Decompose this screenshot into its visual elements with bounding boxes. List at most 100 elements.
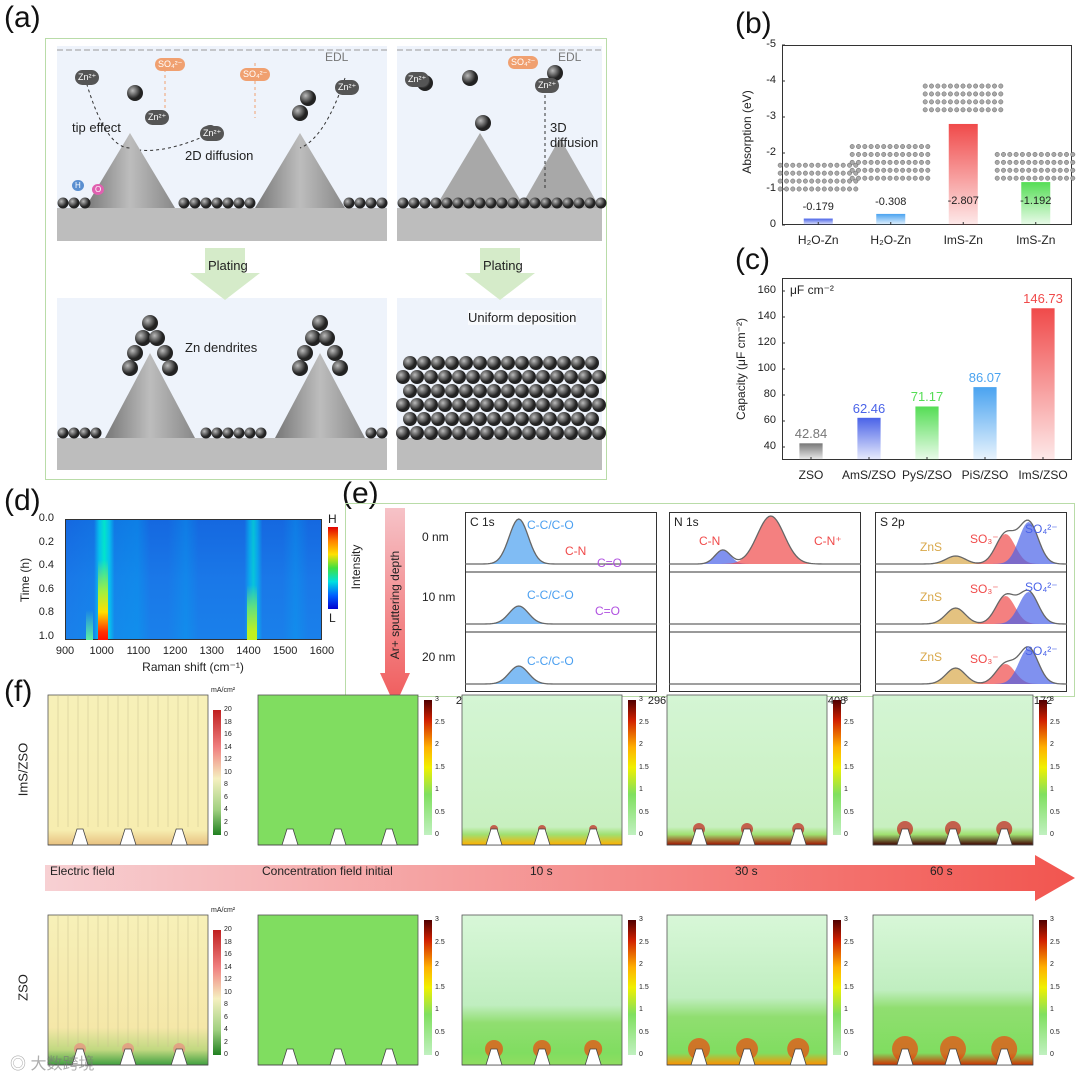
zinc-atom bbox=[485, 197, 497, 209]
zinc-atom bbox=[578, 426, 592, 440]
slab-atom bbox=[840, 170, 846, 176]
zinc-atom bbox=[557, 384, 571, 398]
slab-atom bbox=[900, 144, 906, 149]
slab-atom bbox=[881, 175, 887, 181]
zinc-atom bbox=[233, 197, 245, 209]
fitted-peak bbox=[875, 648, 1067, 684]
sulfate-ion-2: SO₄²⁻ bbox=[240, 68, 271, 81]
slab-atom bbox=[853, 186, 859, 192]
slab-atom bbox=[849, 144, 855, 149]
slab-atom bbox=[960, 107, 966, 113]
zinc-atom bbox=[473, 356, 487, 370]
zinc-atom bbox=[122, 360, 138, 376]
raman-hotspot-1020 bbox=[98, 560, 108, 640]
x-tick-label: PiS/ZSO bbox=[961, 468, 1009, 482]
x-tick-label: 296 bbox=[647, 695, 667, 707]
zinc-atom bbox=[127, 85, 143, 101]
colorbar-tick-label: 0.5 bbox=[844, 808, 854, 816]
slab-atom bbox=[973, 91, 979, 97]
zinc-protrusions bbox=[873, 1048, 1033, 1066]
zinc-atom bbox=[496, 197, 508, 209]
slab-atom bbox=[1051, 175, 1057, 181]
slab-atom bbox=[966, 91, 972, 97]
y-tick-label: 40 bbox=[763, 440, 776, 452]
slab-atom bbox=[828, 170, 834, 176]
y-tick-label: 0.8 bbox=[38, 606, 54, 618]
zinc-atom bbox=[354, 197, 366, 209]
slab-atom bbox=[881, 151, 887, 157]
slab-atom bbox=[802, 186, 808, 192]
zinc-atom bbox=[162, 360, 178, 376]
peak-label: C-N bbox=[699, 534, 721, 548]
colorbar-tick-label: 20 bbox=[224, 926, 232, 933]
slab-atom bbox=[881, 144, 887, 149]
zinc-atom bbox=[515, 356, 529, 370]
zinc-atom bbox=[319, 330, 335, 346]
colorbar-tick-label: 12 bbox=[224, 756, 232, 763]
colorbar-tick-label: 1.5 bbox=[1050, 763, 1060, 771]
concentration-colorbar bbox=[833, 700, 841, 835]
zinc-atom bbox=[543, 384, 557, 398]
slab-atom bbox=[887, 159, 893, 165]
zinc-atom bbox=[501, 356, 515, 370]
zinc-atom bbox=[463, 197, 475, 209]
slab-atom bbox=[1007, 167, 1013, 173]
colorbar-tick-label: 2.5 bbox=[844, 938, 854, 946]
zinc-atom bbox=[536, 426, 550, 440]
zinc-atom bbox=[459, 412, 473, 426]
colorbar-tick-label: 14 bbox=[224, 743, 232, 751]
x-tick-label: ImS-Zn bbox=[1016, 233, 1056, 247]
zinc-atom bbox=[79, 427, 91, 439]
slab-atom bbox=[912, 144, 918, 149]
zinc-atom bbox=[508, 426, 522, 440]
colorbar-tick-label: 20 bbox=[224, 706, 232, 713]
zinc-atom bbox=[445, 384, 459, 398]
colorbar-tick-label: 2 bbox=[1050, 961, 1054, 968]
slab-atom bbox=[992, 99, 997, 105]
slab-atom bbox=[1051, 167, 1057, 173]
slab-atom bbox=[925, 175, 931, 181]
edl-label-1: EDL bbox=[325, 50, 349, 64]
slab-atom bbox=[1057, 175, 1063, 181]
y-tick-label: 120 bbox=[757, 336, 776, 348]
slab-atom bbox=[935, 99, 941, 105]
zinc-atom bbox=[68, 197, 80, 209]
3d-diffusion-label: 3D diffusion bbox=[550, 120, 599, 150]
slab-atom bbox=[828, 178, 834, 184]
slab-atom bbox=[862, 144, 868, 149]
bar-pis-zso bbox=[973, 387, 997, 460]
slab-atom bbox=[912, 159, 918, 165]
zinc-atom bbox=[365, 427, 377, 439]
zinc-atom bbox=[403, 412, 417, 426]
panel-label-f: (f) bbox=[4, 675, 33, 708]
zinc-atom bbox=[305, 330, 321, 346]
zinc-atom bbox=[408, 197, 420, 209]
colorbar-tick-label: 0 bbox=[1050, 831, 1054, 838]
zinc-atom bbox=[480, 426, 494, 440]
slab-atom bbox=[874, 151, 880, 157]
zinc-atom bbox=[573, 197, 585, 209]
colorbar-unit-label: mA/cm² bbox=[211, 687, 236, 694]
colorbar-tick-label: 10 bbox=[224, 988, 232, 996]
colorbar-tick-label: 12 bbox=[224, 976, 232, 983]
slab-atom bbox=[994, 175, 1000, 181]
xps-peaks bbox=[669, 515, 861, 685]
slab-atom bbox=[947, 91, 953, 97]
zinc-atom bbox=[578, 370, 592, 384]
envelope-curve bbox=[465, 605, 657, 625]
zinc-atom bbox=[564, 370, 578, 384]
slab-atom bbox=[821, 162, 827, 168]
y-tick-label: 1.0 bbox=[38, 629, 54, 642]
x-tick-label: 1200 bbox=[162, 645, 188, 657]
slab-atom bbox=[849, 151, 855, 157]
colorbar-tick-label: 16 bbox=[224, 731, 232, 738]
xps-spectrum-c1s bbox=[465, 512, 657, 692]
slab-atom bbox=[925, 159, 931, 165]
bar-value-label: -2.807 bbox=[947, 195, 979, 207]
slab-atom bbox=[874, 144, 880, 149]
slab-atom bbox=[784, 162, 789, 168]
zinc-atom bbox=[189, 197, 201, 209]
bar-value-label: -0.308 bbox=[875, 195, 907, 208]
fitted-peak bbox=[875, 592, 1067, 624]
x-tick-label: ImS/ZSO bbox=[1018, 468, 1068, 482]
